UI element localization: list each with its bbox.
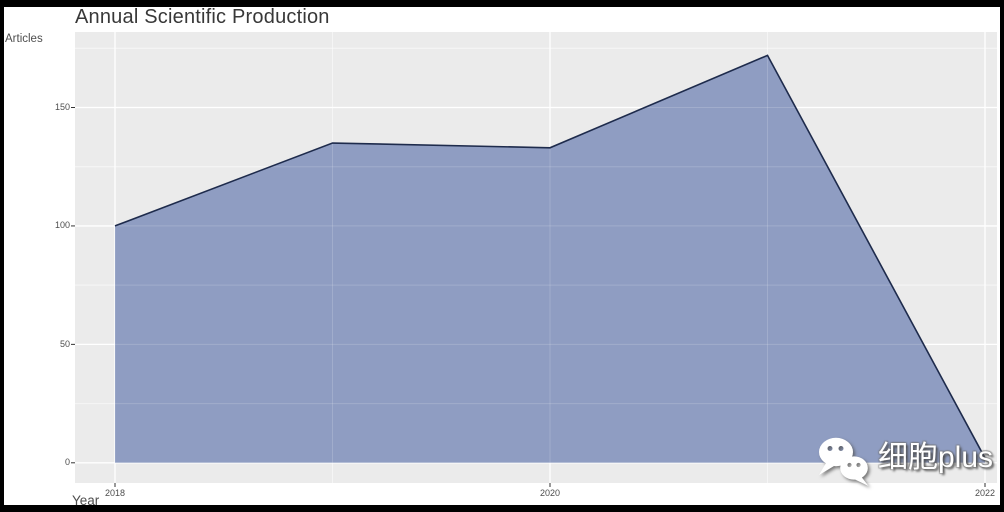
x-tick-label: 2018 (104, 488, 126, 498)
y-tick-label: 100 (54, 220, 70, 231)
y-tick-label: 150 (54, 101, 70, 112)
y-tick-label: 50 (59, 338, 70, 349)
chart-canvas: Annual Scientific Production Articles 0 5… (4, 7, 1000, 505)
x-tick-label: 2022 (974, 488, 996, 498)
data-line (114, 54, 986, 459)
plot-svg (71, 32, 997, 487)
x-axis-title: Year (72, 493, 100, 505)
y-axis-title: Articles (5, 33, 43, 45)
chart-title: Annual Scientific Production (75, 7, 330, 28)
x-tick-label: 2020 (539, 488, 561, 498)
area-fill (115, 55, 985, 463)
y-tick-label: 0 (64, 457, 70, 468)
plot-area: 0 50 100 150 2018 2020 2022 (55, 32, 1000, 498)
